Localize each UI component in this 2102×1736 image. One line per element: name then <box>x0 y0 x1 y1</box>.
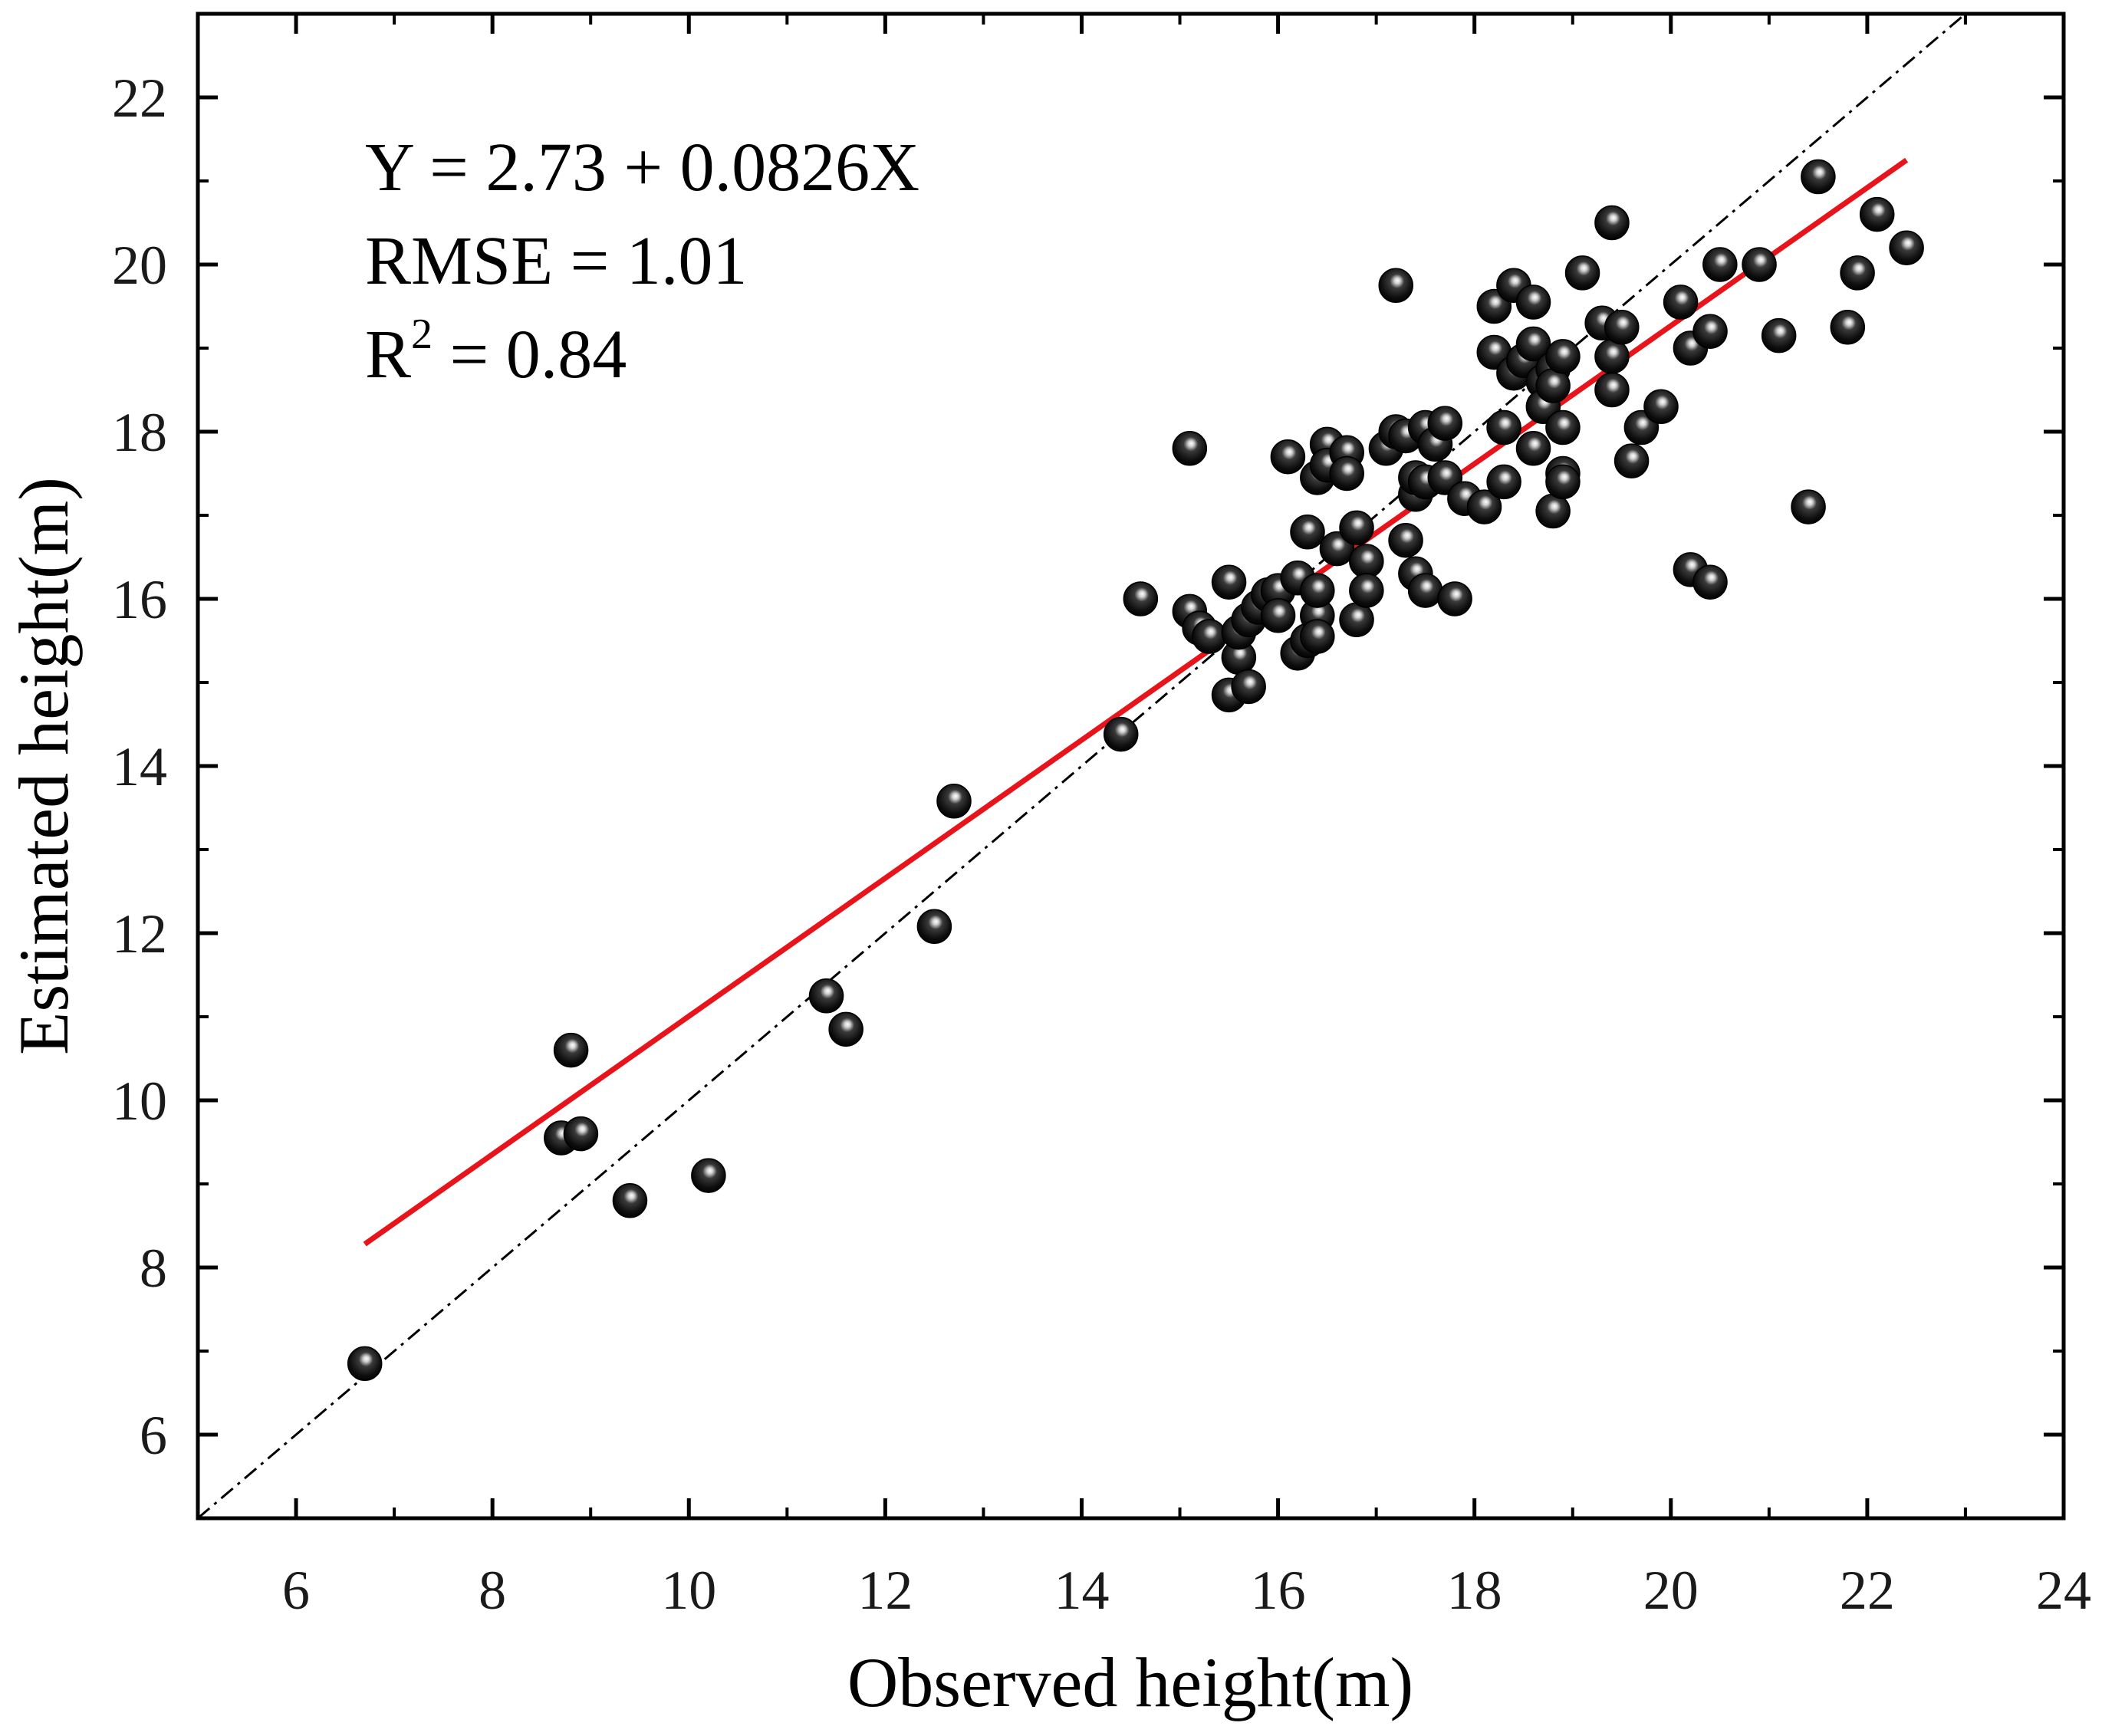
r-squared-symbol: R <box>365 317 411 393</box>
data-point <box>1260 598 1296 633</box>
y-axis-title: Estimated height(m) <box>5 477 83 1055</box>
x-tick-label: 20 <box>1643 1560 1699 1621</box>
data-point <box>1290 515 1325 550</box>
x-tick-label: 6 <box>282 1560 310 1621</box>
r-squared-value: R2 = 0.84 <box>365 311 627 393</box>
x-tick-label: 18 <box>1447 1560 1502 1621</box>
r-squared-superscript: 2 <box>411 311 433 358</box>
data-point <box>1801 159 1836 195</box>
data-point <box>1270 439 1306 475</box>
data-point <box>1515 284 1551 320</box>
x-axis-title: Observed height(m) <box>847 1643 1413 1721</box>
regression-equation: Y = 2.73 + 0.0826X <box>365 130 919 205</box>
data-point <box>1211 564 1247 600</box>
data-point <box>1466 489 1502 524</box>
data-point <box>1486 464 1521 500</box>
data-point <box>1614 443 1650 478</box>
data-point <box>1742 247 1777 282</box>
identity-line <box>198 14 1966 1518</box>
y-tick-label: 12 <box>112 903 167 965</box>
x-tick-label: 24 <box>2036 1560 2091 1621</box>
data-point <box>1300 573 1335 608</box>
data-point <box>563 1116 599 1152</box>
data-point <box>1859 196 1895 232</box>
data-point <box>1692 314 1728 349</box>
data-point <box>1545 464 1581 500</box>
data-point <box>1643 389 1679 425</box>
data-point <box>808 978 844 1014</box>
data-point <box>1594 339 1630 374</box>
y-tick-label: 20 <box>112 235 167 296</box>
data-point <box>691 1158 726 1193</box>
rmse-value: RMSE = 1.01 <box>365 223 747 299</box>
x-tick-label: 8 <box>479 1560 506 1621</box>
data-point <box>1702 247 1738 282</box>
y-axis-ticks: 6 8 10 12 14 16 18 20 22 <box>112 67 2064 1466</box>
data-point <box>1594 205 1630 241</box>
data-point <box>1761 317 1797 353</box>
data-point <box>1840 255 1875 291</box>
data-point <box>828 1011 863 1047</box>
data-point <box>1663 284 1699 320</box>
data-point <box>1604 310 1640 345</box>
data-point <box>1339 602 1374 637</box>
data-point <box>612 1183 648 1218</box>
data-point <box>1692 564 1728 600</box>
data-point <box>553 1032 589 1068</box>
data-point <box>1231 669 1266 705</box>
data-point <box>1791 489 1826 524</box>
y-tick-label: 18 <box>112 402 167 463</box>
x-tick-label: 12 <box>857 1560 913 1621</box>
x-tick-label: 10 <box>661 1560 716 1621</box>
data-point <box>1515 431 1551 466</box>
data-point <box>1515 326 1551 362</box>
y-tick-label: 8 <box>140 1238 167 1299</box>
y-tick-label: 16 <box>112 569 167 630</box>
data-point <box>1889 230 1924 265</box>
data-point <box>1535 493 1571 529</box>
data-point <box>1103 716 1139 752</box>
data-point <box>347 1346 383 1382</box>
data-point <box>1339 510 1374 546</box>
data-point <box>1437 581 1472 616</box>
data-point <box>1545 339 1581 374</box>
data-point <box>1123 581 1159 616</box>
data-point <box>1192 619 1227 654</box>
r-squared-number: = 0.84 <box>433 317 627 393</box>
data-point <box>1535 368 1571 403</box>
data-point <box>1594 372 1630 408</box>
data-point <box>1545 409 1581 446</box>
data-point <box>1564 255 1600 291</box>
x-tick-label: 16 <box>1251 1560 1306 1621</box>
data-point <box>936 784 972 819</box>
x-tick-label: 14 <box>1054 1560 1109 1621</box>
data-point <box>1172 431 1208 466</box>
x-tick-label: 22 <box>1840 1560 1895 1621</box>
data-point <box>1427 406 1463 441</box>
data-point <box>916 909 952 945</box>
y-tick-label: 14 <box>112 736 167 797</box>
x-axis-ticks: 6 8 10 12 14 16 18 20 22 24 <box>282 14 2091 1621</box>
data-point <box>1407 573 1443 608</box>
data-point <box>1486 409 1521 446</box>
data-point <box>1378 268 1413 303</box>
data-points <box>347 159 1924 1382</box>
y-tick-label: 22 <box>112 67 167 129</box>
data-point <box>1830 310 1866 345</box>
regression-fit-line <box>363 157 1909 1247</box>
y-tick-label: 6 <box>140 1405 167 1466</box>
data-point <box>1300 619 1335 654</box>
data-point <box>1388 522 1423 558</box>
y-tick-label: 10 <box>112 1070 167 1132</box>
data-point <box>1349 573 1384 608</box>
data-point <box>1329 455 1364 492</box>
